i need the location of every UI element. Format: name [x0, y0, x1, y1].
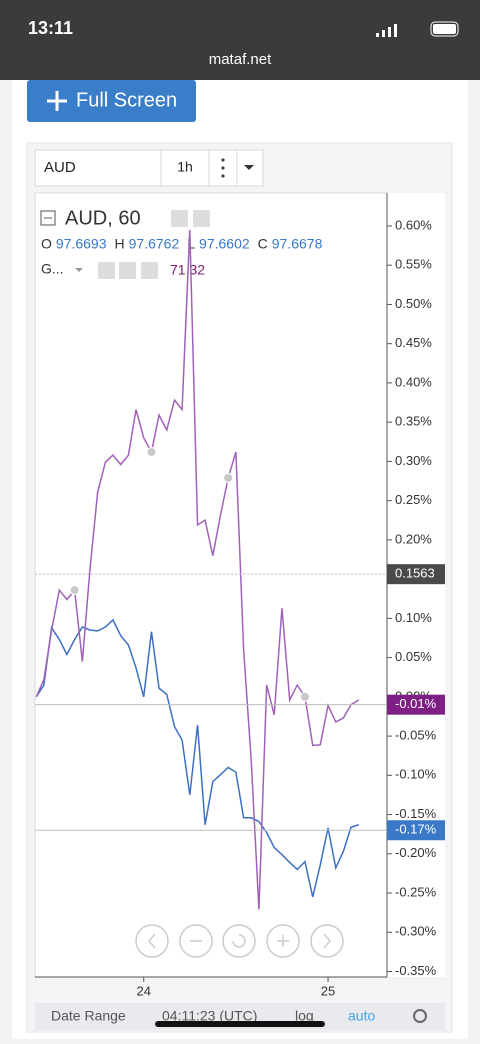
ohlc-key: O	[41, 236, 52, 252]
y-tick-label: 0.45%	[395, 335, 432, 350]
ohlc-key: C	[258, 236, 268, 252]
y-tick-label: -0.30%	[395, 924, 437, 939]
nav-buttons[interactable]	[135, 924, 344, 958]
y-tick-label: 0.50%	[395, 296, 432, 311]
collapse-icon[interactable]	[40, 210, 56, 226]
y-tick-label: -0.25%	[395, 884, 437, 899]
y-tick-label: 0.05%	[395, 649, 432, 664]
settings-icon[interactable]	[413, 1009, 427, 1023]
y-tick-label: -0.05%	[395, 728, 437, 743]
url[interactable]: mataf.net	[209, 51, 272, 68]
point-marker	[223, 472, 234, 483]
plot-area	[34, 192, 388, 978]
y-tick-label: 0.30%	[395, 453, 432, 468]
y-tick-label: 0.20%	[395, 531, 432, 546]
move-icon	[47, 91, 67, 111]
ohlc-value: 97.6678	[272, 236, 323, 252]
indicator-legend: G...	[41, 261, 64, 277]
ohlc-value: 97.6693	[56, 236, 107, 252]
legend-icons	[98, 210, 210, 279]
ohlc-key: H	[115, 236, 125, 252]
price-label-bg	[387, 694, 445, 715]
y-tick-label: 0.10%	[395, 610, 432, 625]
y-tick-label: 0.40%	[395, 374, 432, 389]
y-tick-label: 0.25%	[395, 492, 432, 507]
ohlc-value: 97.6602	[199, 236, 250, 252]
price-label-bg	[387, 820, 445, 841]
point-marker	[146, 446, 157, 457]
log-toggle[interactable]: log	[295, 1008, 314, 1024]
interval-button[interactable]: 1h	[177, 159, 193, 175]
fullscreen-label[interactable]: Full Screen	[76, 89, 177, 111]
price-label: -0.17%	[395, 822, 437, 837]
x-tick-label: 25	[321, 983, 335, 998]
ohlc: O 97.6693 H 97.6762 L 97.6602 C 97.6678	[41, 236, 323, 252]
ohlc-value: 97.6762	[129, 236, 180, 252]
auto-toggle[interactable]: auto	[348, 1008, 375, 1024]
y-tick-label: -0.10%	[395, 767, 437, 782]
y-tick-label: 0.60%	[395, 217, 432, 232]
more-button[interactable]	[221, 158, 225, 178]
y-tick-label: -0.15%	[395, 806, 437, 821]
point-marker	[69, 585, 80, 596]
y-tick-label: 0.55%	[395, 257, 432, 272]
y-tick-label: -0.20%	[395, 845, 437, 860]
dropdown-button[interactable]	[244, 165, 254, 170]
main-series-legend: AUD, 60	[65, 207, 141, 229]
date-range[interactable]: Date Range	[51, 1008, 126, 1024]
indicator-caret	[75, 268, 83, 272]
point-marker	[299, 691, 310, 702]
chart-toolbar	[34, 149, 264, 187]
y-axis-area	[387, 193, 445, 977]
price-label: -0.01%	[395, 696, 437, 711]
ohlc-key: L	[187, 236, 195, 252]
y-tick-label: -0.35%	[395, 963, 437, 978]
battery-level	[433, 24, 456, 34]
clock: 04:11:23 (UTC)	[162, 1008, 257, 1024]
price-label-bg	[387, 564, 445, 585]
signal	[376, 24, 397, 37]
battery	[430, 21, 459, 37]
home-indicator	[155, 1021, 325, 1027]
y-tick-label: 0.35%	[395, 414, 432, 429]
x-tick-label: 24	[136, 983, 150, 998]
symbol-input[interactable]: AUD	[44, 159, 76, 176]
series-line	[35, 618, 360, 898]
fullscreen-button[interactable]	[27, 80, 196, 122]
time: 13:11	[28, 18, 73, 38]
status-bar	[0, 0, 480, 80]
price-label: 0.1563	[395, 566, 435, 581]
